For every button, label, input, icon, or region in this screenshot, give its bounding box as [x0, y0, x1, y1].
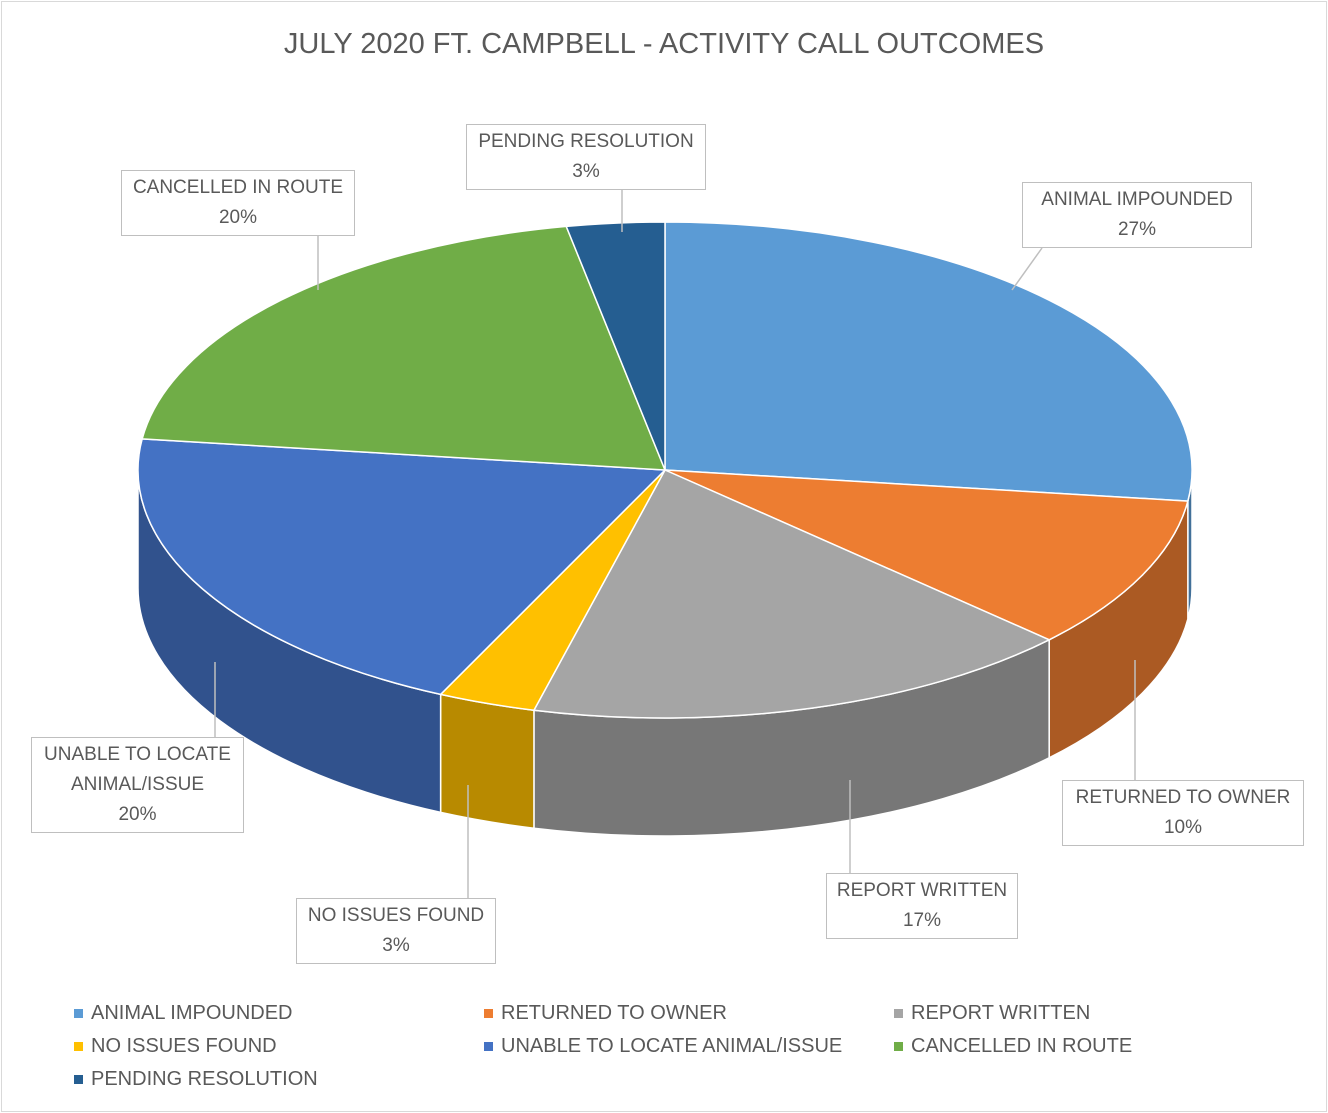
slice — [565, 221, 666, 471]
legend-item: CANCELLED IN ROUTE — [894, 1035, 1132, 1058]
data-label-value: 20% — [118, 804, 157, 825]
legend-swatch — [894, 1009, 903, 1019]
data-label: ANIMAL IMPOUNDED 27% — [1022, 182, 1252, 248]
data-label-value: 27% — [1117, 219, 1157, 240]
data-label-value: 17% — [902, 910, 942, 931]
leader-line — [1011, 247, 1043, 291]
slice — [532, 469, 1051, 719]
legend-swatch — [74, 1075, 83, 1085]
slice — [141, 225, 667, 471]
data-label: RETURNED TO OWNER 10% — [1062, 780, 1304, 846]
legend-item: ANIMAL IMPOUNDED — [74, 1002, 293, 1025]
data-label-category: NO ISSUES FOUND — [307, 905, 485, 926]
data-label-value: 20% — [218, 207, 258, 228]
legend-swatch — [484, 1042, 493, 1052]
legend-label: CANCELLED IN ROUTE — [911, 1035, 1133, 1057]
legend-swatch — [74, 1042, 83, 1052]
data-label: NO ISSUES FOUND 3% — [296, 898, 496, 964]
slice — [137, 438, 667, 696]
slice — [664, 221, 1193, 502]
legend-swatch — [74, 1009, 83, 1019]
data-label-value: 3% — [572, 161, 600, 182]
data-label-category: RETURNED TO OWNER — [1075, 787, 1291, 808]
data-label-value: 10% — [1163, 817, 1203, 838]
slice-side — [439, 693, 535, 830]
chart-title: JULY 2020 FT. CAMPBELL - ACTIVITY CALL O… — [283, 28, 1045, 60]
data-label: PENDING RESOLUTION 3% — [466, 124, 706, 190]
legend-swatch — [894, 1042, 903, 1052]
data-label-category: REPORT WRITTEN — [836, 880, 1008, 901]
legend-label: REPORT WRITTEN — [911, 1002, 1091, 1024]
slice — [664, 469, 1189, 641]
legend-label: NO ISSUES FOUND — [91, 1035, 277, 1057]
data-label-value: 3% — [382, 935, 410, 956]
data-label: CANCELLED IN ROUTE 20% — [121, 170, 355, 236]
legend-label: RETURNED TO OWNER — [501, 1002, 727, 1024]
legend-item: RETURNED TO OWNER — [484, 1002, 727, 1025]
data-label-category: CANCELLED IN ROUTE — [132, 177, 344, 198]
legend-item: REPORT WRITTEN — [894, 1002, 1090, 1025]
data-label-category: ANIMAL IMPOUNDED — [1041, 189, 1233, 210]
legend-label: PENDING RESOLUTION — [91, 1068, 318, 1090]
data-label-category: PENDING RESOLUTION — [478, 131, 694, 152]
legend-item: UNABLE TO LOCATE ANIMAL/ISSUE — [484, 1035, 842, 1058]
legend-item: NO ISSUES FOUND — [74, 1035, 277, 1058]
legend-swatch — [484, 1009, 493, 1019]
legend-item: PENDING RESOLUTION — [74, 1068, 318, 1091]
data-label: REPORT WRITTEN 17% — [826, 873, 1018, 939]
data-label: UNABLE TO LOCATE ANIMAL/ISSUE 20% — [31, 737, 244, 833]
legend-label: ANIMAL IMPOUNDED — [91, 1002, 293, 1024]
data-label-category: UNABLE TO LOCATE ANIMAL/ISSUE — [44, 744, 231, 795]
legend-label: UNABLE TO LOCATE ANIMAL/ISSUE — [501, 1035, 843, 1057]
